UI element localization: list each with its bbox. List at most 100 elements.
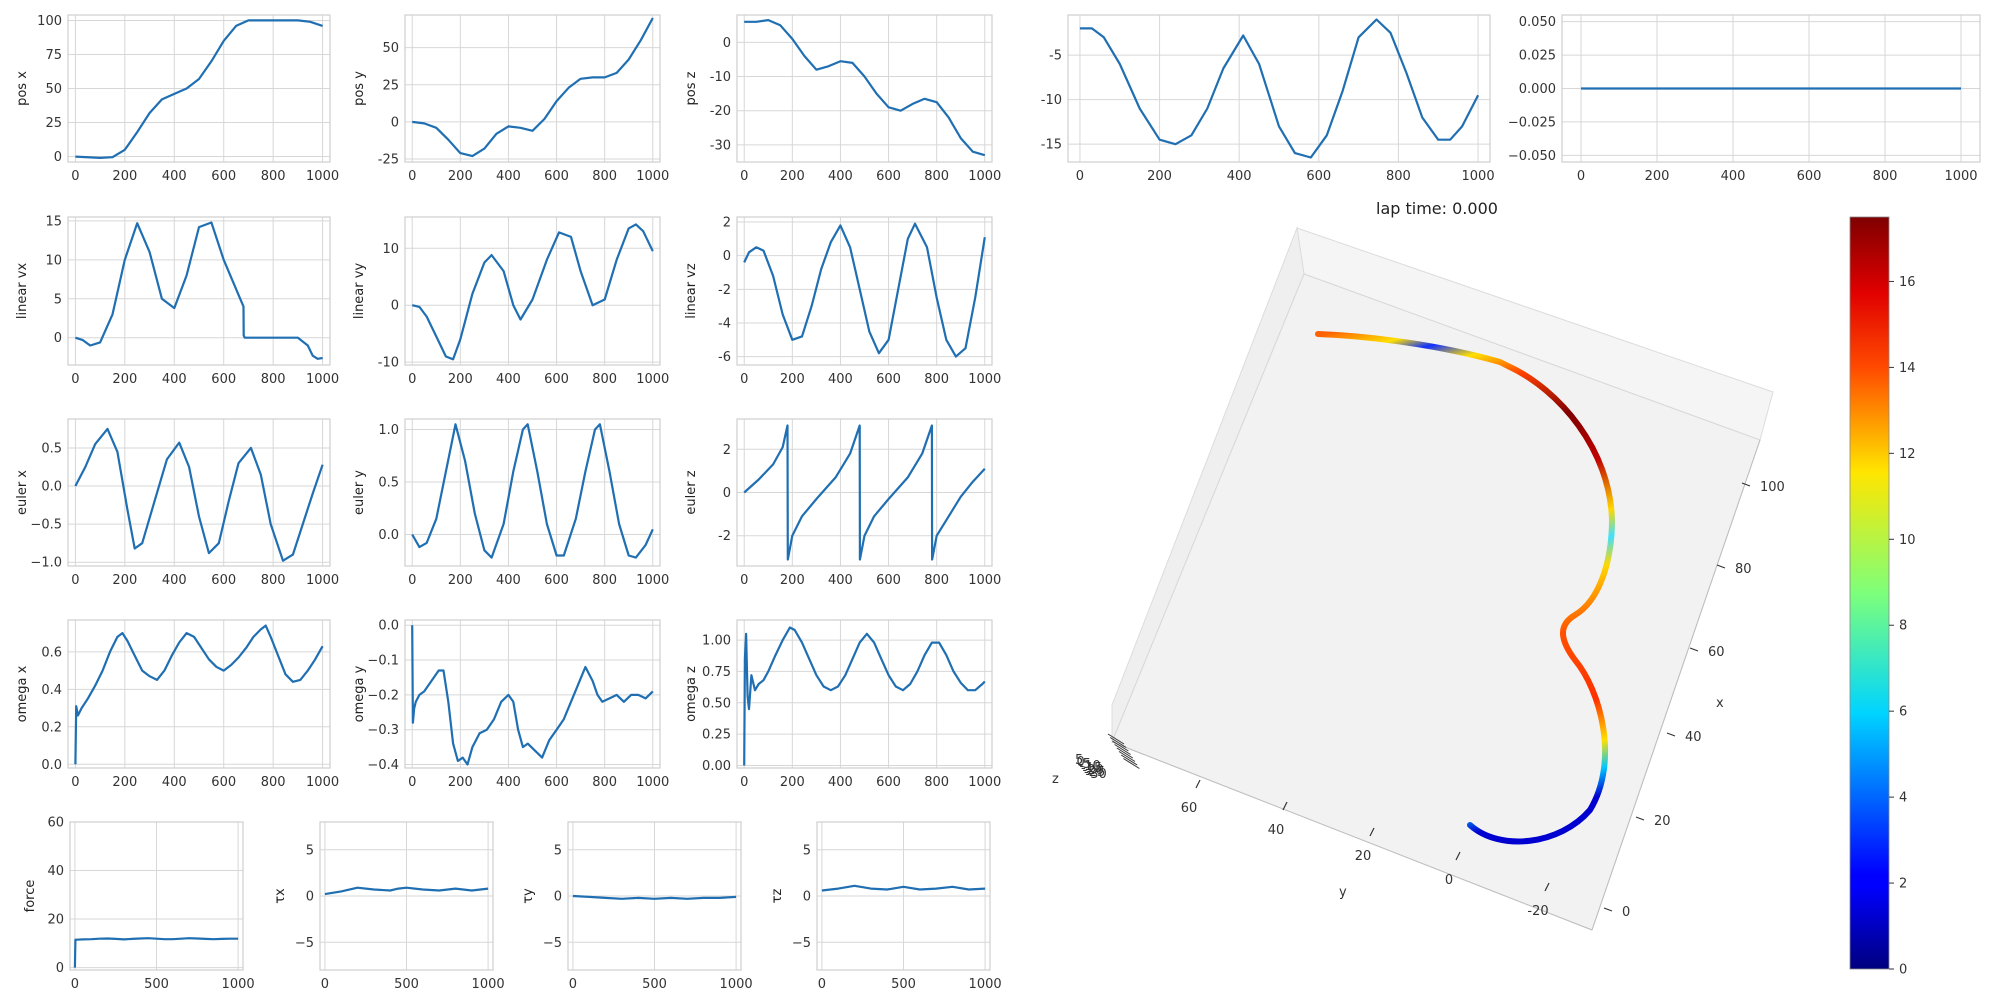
colorbar-ticks: 0 2 4 6 8 10 12 14 16 xyxy=(1889,275,1916,978)
z-3d-tick-label: -15 xyxy=(1081,761,1102,776)
x-3d-tick-label: 80 xyxy=(1735,562,1752,577)
x-tick-label: 0 xyxy=(71,977,79,992)
x-tick-label: 200 xyxy=(448,372,473,387)
x-tick-label: 800 xyxy=(261,775,286,790)
z-3d-tick-label: 0 xyxy=(1077,755,1085,770)
x-tick-label: 1000 xyxy=(222,977,255,992)
axes-frame xyxy=(736,619,993,769)
z-3d-tick-mark xyxy=(1116,747,1134,759)
x-tick-label: 200 xyxy=(780,372,805,387)
subplot-omega_z: 0 200 400 600 800 1000 0.00 0.25 0.50 0.75 1.00 ome… xyxy=(684,619,1001,790)
z-3d-tick-label: 5 xyxy=(1075,753,1083,768)
x-tick-label: 200 xyxy=(112,372,137,387)
y-tick-label: 10 xyxy=(45,253,62,268)
colorbar-tick-label: 10 xyxy=(1899,533,1916,548)
y-axis-label: omega y xyxy=(352,665,367,722)
y-tick-label: 5 xyxy=(306,843,314,858)
x-tick-label: 200 xyxy=(112,573,137,588)
subplot-tau_z: 0 500 1000 −5 0 5 τz xyxy=(770,821,1002,992)
subplot-tau_y: 0 500 1000 −5 0 5 τy xyxy=(521,821,753,992)
y-tick-label: −0.3 xyxy=(367,723,399,738)
series-line-linear_vz xyxy=(743,222,986,358)
series-line-tau_x xyxy=(324,886,489,896)
x-tick-label: 1000 xyxy=(636,169,669,184)
y-tick-label: 40 xyxy=(47,864,64,879)
x-tick-label: 600 xyxy=(544,573,569,588)
colorbar-tick-label: 0 xyxy=(1899,963,1907,978)
y-tick-label: 0.00 xyxy=(702,759,731,774)
x-tick-label: 0 xyxy=(1577,169,1585,184)
y-tick-label: -5 xyxy=(1049,49,1062,64)
y-axis-label: linear vx xyxy=(15,263,30,320)
x-tick-label: 1000 xyxy=(636,372,669,387)
y-tick-label: 0.5 xyxy=(378,476,399,491)
y-axis-label: force xyxy=(23,880,38,913)
y-tick-label: -10 xyxy=(1041,93,1062,108)
lap-time-title: lap time: 0.000 xyxy=(1376,199,1498,218)
x-tick-label: 1000 xyxy=(968,775,1001,790)
axes-frame xyxy=(67,14,331,163)
x-tick-label: 400 xyxy=(1721,169,1746,184)
y-axis-label: euler x xyxy=(15,470,30,515)
x-tick-label: 600 xyxy=(876,169,901,184)
x-tick-label: 200 xyxy=(448,169,473,184)
y-tick-label: −0.2 xyxy=(367,688,399,703)
x-tick-label: 600 xyxy=(876,573,901,588)
x-tick-label: 400 xyxy=(828,169,853,184)
x-tick-label: 200 xyxy=(112,775,137,790)
y-tick-label: −0.5 xyxy=(30,518,62,533)
series-line-euler_x xyxy=(74,427,324,562)
x-tick-label: 400 xyxy=(162,372,187,387)
z-3d-tick-mark xyxy=(1107,733,1125,745)
y-tick-label: −0.050 xyxy=(1508,149,1556,164)
axes-frame xyxy=(404,619,661,769)
x-tick-label: 800 xyxy=(261,169,286,184)
y-3d-tick-label: 40 xyxy=(1268,823,1285,838)
y-tick-label: 0 xyxy=(54,150,62,165)
y-tick-label: 0.50 xyxy=(702,696,731,711)
y-tick-label: 0 xyxy=(723,249,731,264)
y-tick-label: 0.0 xyxy=(41,480,62,495)
x-tick-label: 0 xyxy=(740,775,748,790)
y-tick-label: 0.000 xyxy=(1519,82,1556,97)
x-tick-label: 1000 xyxy=(1944,169,1977,184)
axes-frame xyxy=(567,821,742,971)
x-tick-label: 1000 xyxy=(306,573,339,588)
y-tick-label: 0 xyxy=(54,331,62,346)
y-tick-label: 100 xyxy=(37,14,62,29)
y-tick-label: -20 xyxy=(710,104,731,119)
x-tick-label: 800 xyxy=(261,372,286,387)
y-tick-label: 2 xyxy=(723,443,731,458)
y-tick-label: 75 xyxy=(45,48,62,63)
y-tick-label: 0.2 xyxy=(41,720,62,735)
axes-frame xyxy=(736,418,993,567)
z-3d-tick-label: -30 xyxy=(1086,767,1107,782)
x-tick-label: 600 xyxy=(876,372,901,387)
y-3d-tick-mark xyxy=(1282,801,1288,811)
x-tick-label: 400 xyxy=(828,775,853,790)
y-tick-label: 15 xyxy=(45,214,62,229)
series-line-omega_x xyxy=(74,624,324,765)
x-3d-tick-mark xyxy=(1603,907,1613,912)
x-tick-label: 0 xyxy=(71,169,79,184)
x-tick-label: 800 xyxy=(592,372,617,387)
y-axis-label: τx xyxy=(273,888,288,904)
x-tick-label: 800 xyxy=(924,573,949,588)
x-tick-label: 1000 xyxy=(968,169,1001,184)
x-3d-tick-mark xyxy=(1689,647,1699,652)
colorbar-tick-label: 4 xyxy=(1899,791,1907,806)
z-3d-tick-mark xyxy=(1118,751,1136,762)
z-3d-tick-mark xyxy=(1120,754,1138,766)
axes-frame xyxy=(1067,14,1491,163)
y-tick-label: −1.0 xyxy=(30,556,62,571)
y-tick-label: 5 xyxy=(54,292,62,307)
x-tick-label: 1000 xyxy=(306,372,339,387)
x-tick-label: 500 xyxy=(394,977,419,992)
y-3d-tick-mark xyxy=(1455,851,1461,861)
x-tick-label: 600 xyxy=(211,372,236,387)
x-tick-label: 400 xyxy=(162,775,187,790)
y-tick-label: −5 xyxy=(295,936,314,951)
y-tick-label: 0 xyxy=(56,961,64,976)
x-tick-label: 1000 xyxy=(968,372,1001,387)
z-3d-tick-mark xyxy=(1114,744,1131,755)
